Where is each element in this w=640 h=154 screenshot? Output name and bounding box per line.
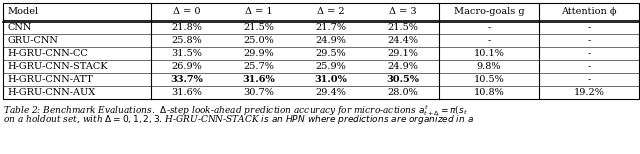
Text: -: - xyxy=(588,36,591,45)
Text: 25.8%: 25.8% xyxy=(172,36,202,45)
Text: -: - xyxy=(588,49,591,58)
Text: Δ = 0: Δ = 0 xyxy=(173,8,201,16)
Text: Table 2: Benchmark Evaluations.  $\Delta$-step look-ahead prediction accuracy fo: Table 2: Benchmark Evaluations. $\Delta$… xyxy=(3,103,468,118)
Text: 31.5%: 31.5% xyxy=(172,49,202,58)
Text: 29.4%: 29.4% xyxy=(316,88,346,97)
Text: H-GRU-CNN-AUX: H-GRU-CNN-AUX xyxy=(7,88,95,97)
Text: 10.1%: 10.1% xyxy=(474,49,504,58)
Text: on a holdout set, with $\Delta = 0, 1, 2, 3$. H-GRU-CNN-STACK $\it{is\ an\ HPN\ : on a holdout set, with $\Delta = 0, 1, 2… xyxy=(3,113,474,126)
Text: 24.4%: 24.4% xyxy=(387,36,419,45)
Text: 10.8%: 10.8% xyxy=(474,88,504,97)
Text: Macro-goals g: Macro-goals g xyxy=(454,8,524,16)
Text: 31.0%: 31.0% xyxy=(315,75,348,84)
Text: Δ = 3: Δ = 3 xyxy=(389,8,417,16)
Text: 21.5%: 21.5% xyxy=(244,23,275,32)
Text: 25.9%: 25.9% xyxy=(316,62,346,71)
Bar xyxy=(3,3,639,99)
Text: -: - xyxy=(488,36,491,45)
Text: 9.8%: 9.8% xyxy=(477,62,501,71)
Text: GRU-CNN: GRU-CNN xyxy=(7,36,58,45)
Text: 24.9%: 24.9% xyxy=(316,36,346,45)
Text: 29.5%: 29.5% xyxy=(316,49,346,58)
Text: 33.7%: 33.7% xyxy=(171,75,204,84)
Text: 31.6%: 31.6% xyxy=(243,75,275,84)
Text: -: - xyxy=(588,62,591,71)
Text: 21.7%: 21.7% xyxy=(316,23,346,32)
Text: -: - xyxy=(488,23,491,32)
Text: 19.2%: 19.2% xyxy=(573,88,604,97)
Text: 31.6%: 31.6% xyxy=(172,88,202,97)
Text: 29.9%: 29.9% xyxy=(244,49,275,58)
Text: 10.5%: 10.5% xyxy=(474,75,504,84)
Text: -: - xyxy=(588,75,591,84)
Text: H-GRU-CNN-ATT: H-GRU-CNN-ATT xyxy=(7,75,93,84)
Text: Δ = 2: Δ = 2 xyxy=(317,8,345,16)
Text: 28.0%: 28.0% xyxy=(388,88,419,97)
Text: Δ = 1: Δ = 1 xyxy=(245,8,273,16)
Text: CNN: CNN xyxy=(7,23,31,32)
Text: 26.9%: 26.9% xyxy=(172,62,202,71)
Text: 21.8%: 21.8% xyxy=(172,23,202,32)
Text: H-GRU-CNN-CC: H-GRU-CNN-CC xyxy=(7,49,88,58)
Text: Model: Model xyxy=(7,8,38,16)
Text: Attention ϕ: Attention ϕ xyxy=(561,8,617,16)
Text: 30.7%: 30.7% xyxy=(244,88,275,97)
Text: H-GRU-CNN-STACK: H-GRU-CNN-STACK xyxy=(7,62,108,71)
Text: -: - xyxy=(588,23,591,32)
Text: 25.0%: 25.0% xyxy=(244,36,275,45)
Text: 21.5%: 21.5% xyxy=(388,23,419,32)
Text: 30.5%: 30.5% xyxy=(387,75,419,84)
Text: 25.7%: 25.7% xyxy=(244,62,275,71)
Text: 24.9%: 24.9% xyxy=(388,62,419,71)
Text: 29.1%: 29.1% xyxy=(388,49,419,58)
